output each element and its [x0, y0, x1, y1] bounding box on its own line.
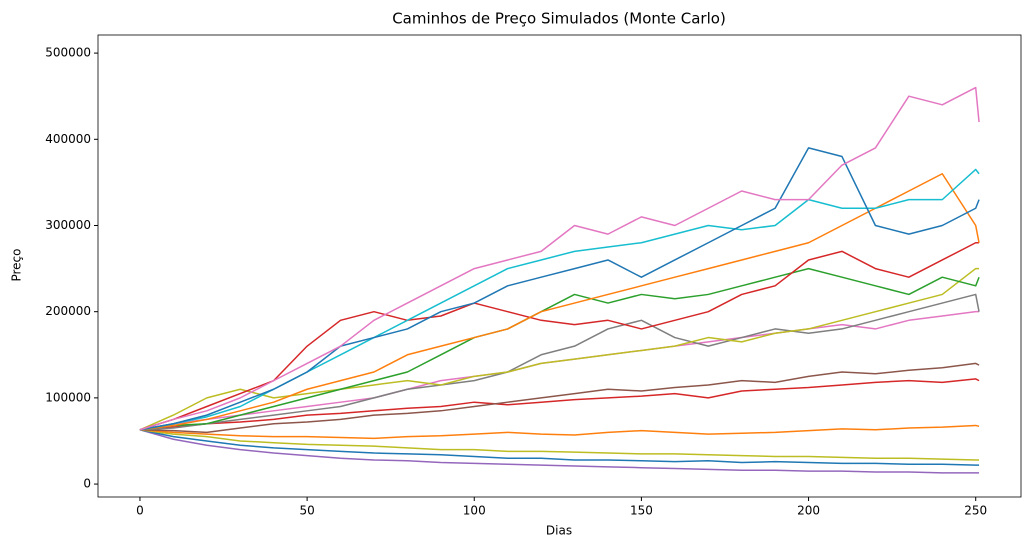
price-path: [139, 267, 980, 431]
y-tick-label: 100000: [45, 390, 91, 404]
price-path: [139, 168, 980, 431]
price-path: [139, 310, 980, 431]
price-path: [139, 147, 980, 431]
x-tick-label: 100: [463, 504, 486, 518]
price-path: [139, 267, 980, 431]
price-path: [139, 293, 980, 431]
price-path: [139, 241, 980, 431]
price-path: [139, 362, 980, 434]
x-tick-label: 150: [630, 504, 653, 518]
price-path: [139, 429, 980, 461]
y-tick-label: 200000: [45, 304, 91, 318]
y-tick-label: 500000: [45, 46, 91, 60]
price-path: [139, 424, 980, 440]
plot-frame: [97, 34, 1022, 498]
y-axis-label: Preço: [10, 248, 24, 281]
x-tick-label: 50: [299, 504, 314, 518]
chart-title: Caminhos de Preço Simulados (Monte Carlo…: [392, 10, 726, 28]
x-axis-label: Dias: [546, 524, 572, 538]
price-path: [139, 429, 980, 474]
price-path: [139, 378, 980, 431]
y-tick-label: 300000: [45, 218, 91, 232]
x-tick-label: 0: [136, 504, 144, 518]
price-path: [139, 86, 980, 431]
y-tick-label: 400000: [45, 132, 91, 146]
y-tick-label: 0: [83, 477, 91, 491]
x-tick-label: 250: [964, 504, 987, 518]
x-tick-label: 200: [797, 504, 820, 518]
price-path: [139, 429, 980, 466]
price-path: [139, 173, 980, 431]
